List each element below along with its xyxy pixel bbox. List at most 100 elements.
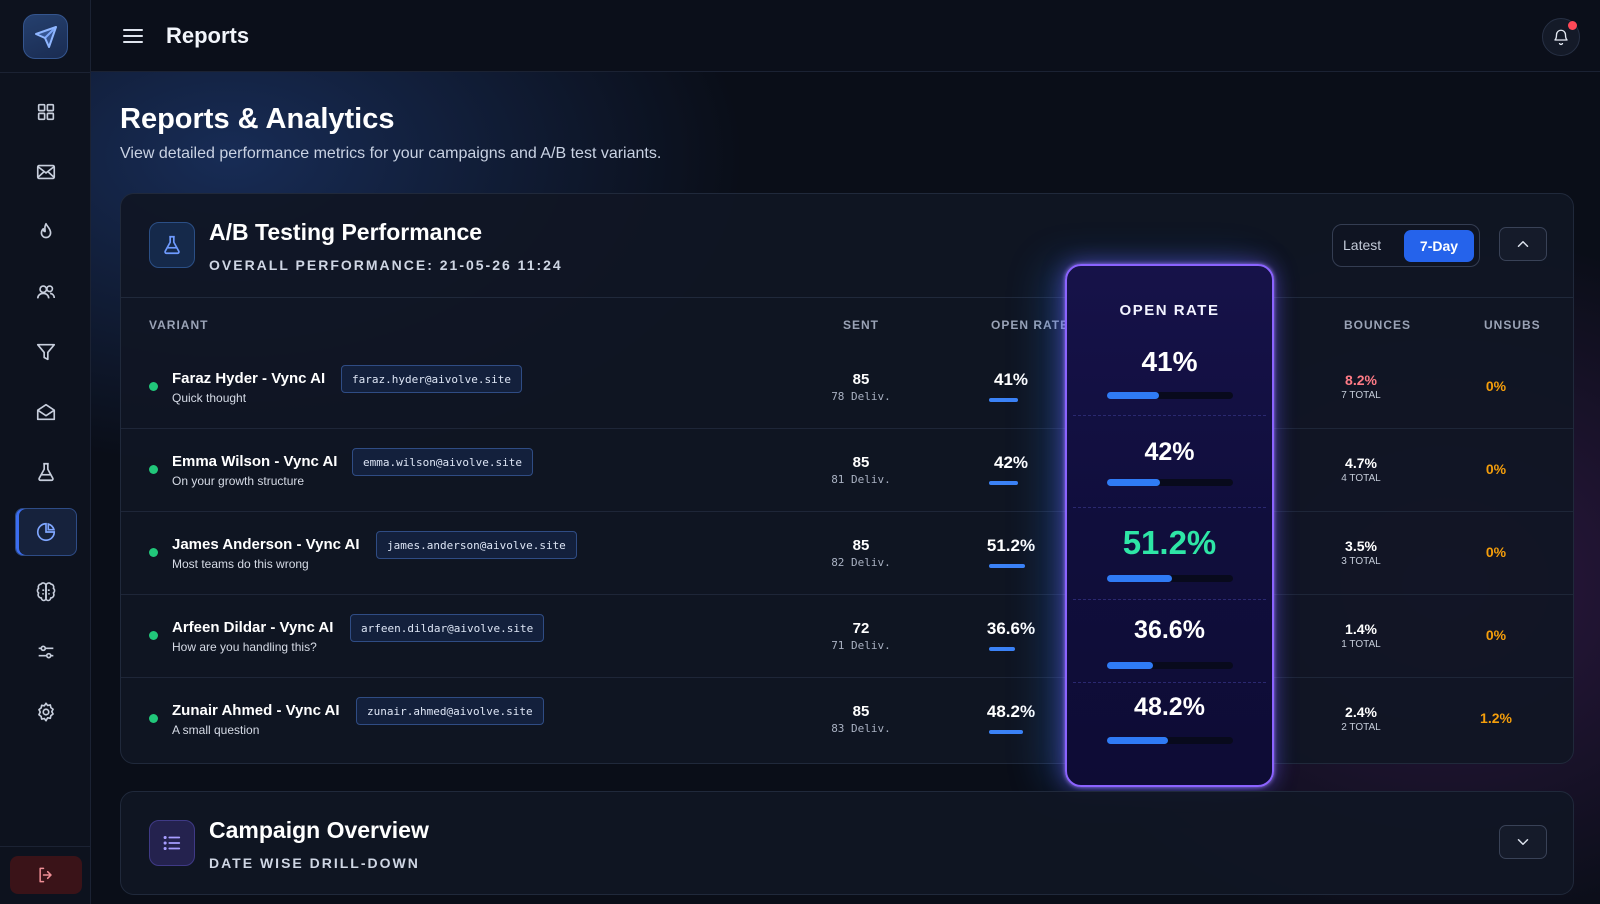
status-dot: [149, 465, 158, 474]
row-divider: [121, 594, 1573, 595]
highlight-open-rate-fill: [1106, 662, 1153, 669]
variant-name: James Anderson - Vync AI: [172, 536, 360, 553]
table-row[interactable]: Arfeen Dildar - Vync AI How are you handl…: [121, 595, 1573, 678]
delivered-count: 81 Deliv.: [831, 473, 891, 486]
chevron-down-icon: [1517, 839, 1529, 845]
top-bar: Reports: [91, 0, 1600, 72]
sent-count: 85: [852, 454, 870, 471]
highlight-open-rate-fill: [1106, 575, 1172, 582]
toggle-7-day[interactable]: 7-Day: [1404, 230, 1474, 262]
open-rate-value: 42%: [993, 453, 1029, 472]
mail-icon: [36, 164, 56, 180]
highlight-cell: 51.2%: [1067, 508, 1272, 600]
column-unsubs: UNSUBS: [1484, 318, 1541, 332]
hamburger-icon: [123, 29, 143, 43]
highlight-open-rate: 51.2%: [1122, 524, 1217, 561]
highlight-open-rate-track: [1106, 479, 1233, 486]
sidebar-item-reports[interactable]: [15, 508, 77, 556]
sidebar-item-funnels[interactable]: [15, 328, 77, 376]
notification-dot: [1568, 21, 1577, 30]
sidebar-item-ab-tests[interactable]: [15, 448, 77, 496]
collapse-button[interactable]: [1499, 227, 1547, 261]
table-row[interactable]: Zunair Ahmed - Vync AI A small question zu…: [121, 678, 1573, 761]
filter-icon: [36, 343, 56, 361]
variant-subject: Most teams do this wrong: [172, 557, 309, 571]
open-rate-bar: [989, 481, 1018, 485]
sidebar-item-settings[interactable]: [15, 688, 77, 736]
variant-subject: How are you handling this?: [172, 640, 317, 654]
column-sent-label: SENT: [842, 318, 879, 332]
open-rate-value: 41%: [993, 370, 1029, 389]
variant-name: Zunair Ahmed - Vync AI: [172, 702, 340, 719]
paper-plane-icon: [34, 25, 57, 48]
brain-icon: [36, 582, 56, 602]
sent-count: 85: [852, 371, 870, 388]
highlight-cell: 48.2%: [1067, 683, 1272, 773]
sidebar-item-warmup[interactable]: [15, 208, 77, 256]
open-rate-value: 36.6%: [986, 619, 1036, 638]
period-toggle: Latest 7-Day: [1332, 224, 1480, 267]
highlight-cell: 36.6%: [1067, 600, 1272, 683]
campaign-overview-card: Campaign Overview DATE WISE DRILL-DOWN: [120, 791, 1574, 895]
bounce-rate: 3.5%: [1345, 538, 1377, 554]
delivered-count: 78 Deliv.: [831, 390, 891, 403]
variant-name: Faraz Hyder - Vync AI: [172, 370, 326, 387]
ab-testing-card: A/B Testing Performance OVERALL PERFORMA…: [120, 193, 1574, 764]
unsub-rate: 0%: [1485, 544, 1507, 560]
table-row[interactable]: Emma Wilson - Vync AI On your growth stru…: [121, 429, 1573, 512]
sidebar: [0, 0, 91, 904]
highlight-open-rate-fill: [1106, 392, 1159, 399]
toggle-latest[interactable]: Latest: [1343, 237, 1382, 253]
highlight-divider: [1073, 415, 1266, 416]
column-variant: VARIANT: [149, 318, 209, 332]
delivered-count: 82 Deliv.: [831, 556, 891, 569]
sent-count: 72: [852, 620, 870, 637]
sidebar-nav: [0, 88, 91, 748]
open-rate-bar: [989, 647, 1015, 651]
sidebar-item-ai[interactable]: [15, 568, 77, 616]
unsub-rate: 0%: [1485, 378, 1507, 394]
page-title: Reports & Analytics: [120, 103, 395, 135]
ab-card-title: A/B Testing Performance: [209, 219, 483, 245]
bounce-total: 1 TOTAL: [1341, 639, 1381, 650]
list-icon: [163, 835, 181, 851]
menu-toggle-button[interactable]: [121, 24, 145, 48]
app-logo[interactable]: [23, 14, 68, 59]
sidebar-item-campaigns[interactable]: [15, 148, 77, 196]
expand-button[interactable]: [1499, 825, 1547, 859]
open-rate-bar: [989, 564, 1025, 568]
table-row[interactable]: Faraz Hyder - Vync AI Quick thought faraz.…: [121, 346, 1573, 429]
status-dot: [149, 714, 158, 723]
highlight-divider: [1073, 507, 1266, 508]
sidebar-item-inbox[interactable]: [15, 388, 77, 436]
bounce-rate: 4.7%: [1345, 455, 1377, 471]
open-rate-value: 51.2%: [986, 536, 1036, 555]
sliders-icon: [38, 645, 54, 659]
column-bounces: BOUNCES: [1344, 318, 1412, 332]
sidebar-item-dashboard[interactable]: [15, 88, 77, 136]
ab-card-icon: [149, 222, 195, 268]
table-row[interactable]: James Anderson - Vync AI Most teams do th…: [121, 512, 1573, 595]
inbox-icon: [36, 403, 56, 421]
bounce-total: 3 TOTAL: [1341, 556, 1381, 567]
status-dot: [149, 382, 158, 391]
sidebar-item-controls[interactable]: [15, 628, 77, 676]
unsub-rate: 0%: [1485, 627, 1507, 643]
flask-icon: [164, 235, 180, 255]
bell-icon: [1554, 29, 1568, 46]
gear-icon: [38, 702, 54, 722]
sidebar-item-contacts[interactable]: [15, 268, 77, 316]
notifications-button[interactable]: [1542, 18, 1580, 56]
variant-email-badge: emma.wilson@aivolve.site: [352, 448, 533, 476]
variant-subject: Quick thought: [172, 391, 247, 405]
delivered-count: 71 Deliv.: [831, 639, 891, 652]
highlight-divider: [1073, 682, 1266, 683]
flask-icon: [38, 462, 54, 482]
unsub-rate: 0%: [1485, 461, 1507, 477]
campaign-card-subtitle: DATE WISE DRILL-DOWN: [209, 855, 420, 871]
open-rate-value: 48.2%: [986, 702, 1036, 721]
logout-button[interactable]: [10, 856, 82, 894]
open-rate-bar: [989, 730, 1023, 734]
highlight-open-rate-track: [1106, 575, 1233, 582]
bounce-rate: 2.4%: [1345, 704, 1377, 720]
